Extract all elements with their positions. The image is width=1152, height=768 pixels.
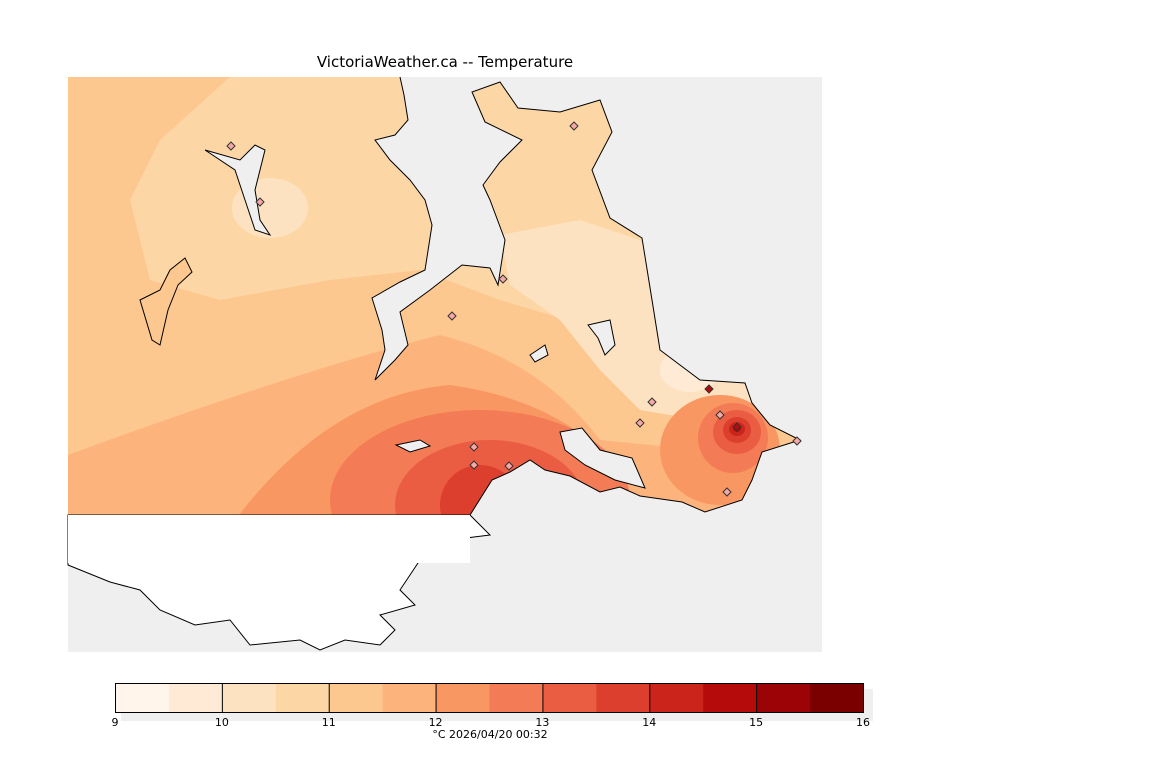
colorbar <box>115 683 864 713</box>
harbour-outline <box>559 427 646 489</box>
colorbar-swatch <box>115 683 170 713</box>
station-marker[interactable] <box>732 422 742 432</box>
colorbar-tick-label: 9 <box>111 716 119 729</box>
colorbar-tick-label: 16 <box>856 716 870 729</box>
colorbar-swatch <box>329 683 384 713</box>
station-marker[interactable] <box>469 460 479 470</box>
station-marker[interactable] <box>647 397 657 407</box>
timestamp-caption: °C 2026/04/20 00:32 <box>432 728 548 741</box>
colorbar-tick-label: 15 <box>749 716 764 729</box>
station-marker[interactable] <box>226 141 236 151</box>
weather-stations <box>226 121 802 497</box>
station-marker[interactable] <box>255 197 265 207</box>
colorbar-swatch <box>596 683 651 713</box>
chart-title: VictoriaWeather.ca -- Temperature <box>316 53 574 71</box>
lake-outline <box>529 344 549 363</box>
colorbar-tick-label: 14 <box>642 716 657 729</box>
station-marker[interactable] <box>635 418 645 428</box>
station-marker[interactable] <box>704 384 714 394</box>
colorbar-tick-label: 11 <box>321 716 336 729</box>
coastline <box>371 76 802 516</box>
lake-outline <box>204 144 272 236</box>
colorbar-frame <box>115 683 864 713</box>
station-marker[interactable] <box>715 410 725 420</box>
colorbar-swatch <box>275 683 330 713</box>
station-marker[interactable] <box>447 311 457 321</box>
colorbar-swatch <box>756 683 811 713</box>
colorbar-swatch <box>649 683 704 713</box>
colorbar-swatch <box>382 683 437 713</box>
lake-outline <box>587 319 616 356</box>
island-outline <box>139 257 193 346</box>
lake-outline <box>394 439 432 453</box>
station-marker[interactable] <box>792 436 802 446</box>
station-marker[interactable] <box>469 442 479 452</box>
station-marker[interactable] <box>498 274 508 284</box>
colorbar-tick-label: 12 <box>428 716 443 729</box>
colorbar-swatch <box>436 683 490 713</box>
colorbar-swatch <box>168 683 223 713</box>
colorbar-tick-label: 13 <box>535 716 550 729</box>
colorbar-swatch <box>489 683 544 713</box>
station-marker[interactable] <box>722 487 732 497</box>
colorbar-swatch <box>810 683 864 713</box>
station-marker[interactable] <box>504 461 514 471</box>
colorbar-swatch <box>222 683 277 713</box>
colorbar-swatch <box>542 683 597 713</box>
station-marker[interactable] <box>569 121 579 131</box>
colorbar-swatch <box>703 683 758 713</box>
colorbar-tick-label: 10 <box>214 716 229 729</box>
